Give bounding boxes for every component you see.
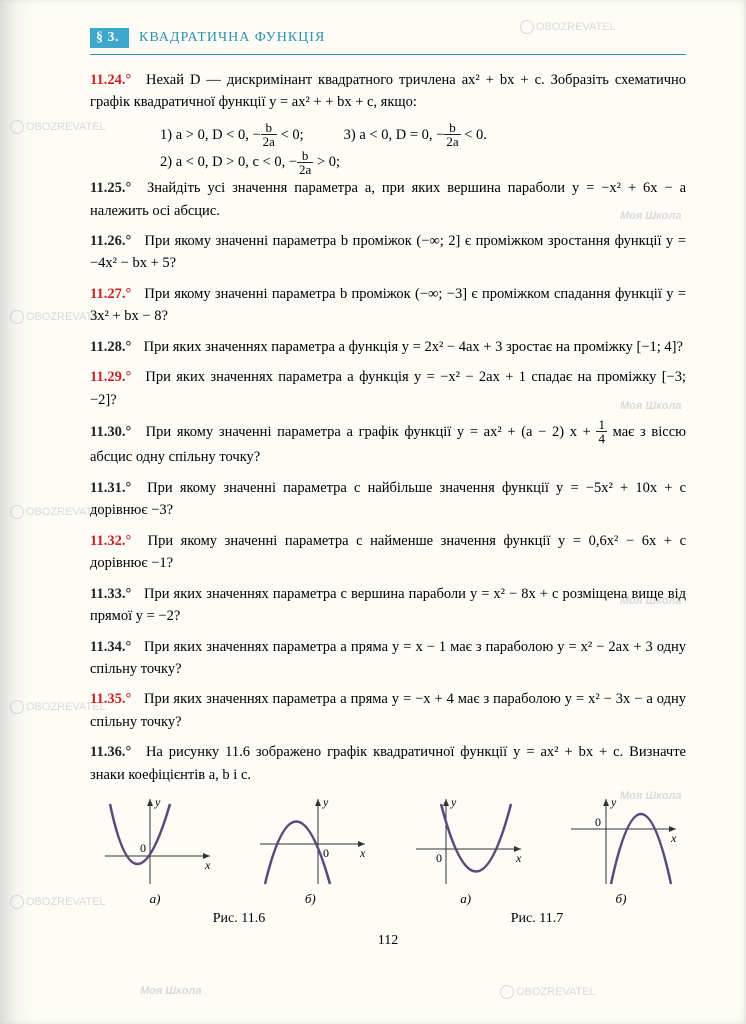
problem-11-33: 11.33.° При яких значеннях параметра c в… [90, 583, 686, 628]
svg-text:x: x [204, 858, 211, 872]
problem-number: 11.30.° [90, 421, 140, 443]
problem-text: При яких значеннях параметра a пряма y =… [90, 639, 686, 677]
problem-11-25: 11.25.° Знайдіть усі значення параметра … [90, 177, 686, 222]
svg-text:y: y [154, 795, 161, 809]
svg-text:0: 0 [140, 841, 146, 855]
figure-11-7-a: y x 0 а) [401, 794, 531, 907]
problem-number: 11.31.° [90, 477, 140, 499]
problem-text: При яких значеннях параметра a функція y… [144, 339, 683, 355]
svg-text:x: x [670, 831, 677, 845]
figures-row: y x 0 а) y x 0 б) [90, 794, 686, 907]
parabola-icon: y x 0 [406, 794, 526, 889]
problem-11-35: 11.35.° При яких значеннях параметра a п… [90, 688, 686, 733]
section-header: § 3. КВАДРАТИЧНА ФУНКЦІЯ [90, 28, 686, 48]
caption-left: Рис. 11.6 [90, 911, 388, 927]
figure-label: б) [556, 891, 686, 907]
figure-label: а) [401, 891, 531, 907]
problem-11-34: 11.34.° При яких значеннях параметра a п… [90, 636, 686, 681]
problem-11-31: 11.31.° При якому значенні параметра c н… [90, 477, 686, 522]
problem-text: При яких значеннях параметра a функція y… [90, 369, 686, 407]
problem-text: При якому значенні параметра b проміжок … [90, 233, 686, 271]
problem-text-a: При якому значенні параметра a графік фу… [146, 424, 597, 440]
problem-number: 11.35.° [90, 688, 140, 710]
problem-subline: 1) a > 0, D < 0, −b2a < 0; 3) a < 0, D =… [90, 122, 686, 150]
problem-subline: 2) a < 0, D > 0, c < 0, −b2a > 0; [90, 149, 686, 177]
problem-11-29: 11.29.° При яких значеннях параметра a ф… [90, 366, 686, 411]
section-number: § 3. [90, 28, 129, 48]
problem-number: 11.29.° [90, 366, 140, 388]
svg-text:y: y [610, 795, 617, 809]
figure-label: а) [90, 891, 220, 907]
problem-number: 11.26.° [90, 230, 140, 252]
page-number: 112 [90, 933, 686, 949]
watermark: OBOZREVATEL [500, 985, 596, 999]
problem-11-28: 11.28.° При яких значеннях параметра a ф… [90, 336, 686, 358]
svg-text:y: y [450, 795, 457, 809]
figure-captions: Рис. 11.6 Рис. 11.7 [90, 911, 686, 927]
problem-text: При якому значенні параметра c найбільше… [90, 480, 686, 518]
problem-11-32: 11.32.° При якому значенні параметра c н… [90, 530, 686, 575]
svg-text:0: 0 [323, 846, 329, 860]
problem-11-36: 11.36.° На рисунку 11.6 зображено графік… [90, 741, 686, 786]
problem-11-27: 11.27.° При якому значенні параметра b п… [90, 283, 686, 328]
problem-number: 11.27.° [90, 283, 140, 305]
problem-text: Знайдіть усі значення параметра a, при я… [90, 180, 686, 218]
problem-number: 11.36.° [90, 741, 140, 763]
parabola-icon: y x 0 [95, 794, 215, 889]
content-area: § 3. КВАДРАТИЧНА ФУНКЦІЯ 11.24.° Нехай D… [0, 0, 746, 969]
problem-number: 11.24.° [90, 69, 140, 91]
header-rule [90, 54, 686, 55]
problem-text: Нехай D — дискримінант квадратного тричл… [90, 72, 686, 110]
problem-number: 11.25.° [90, 177, 140, 199]
problem-number: 11.28.° [90, 336, 140, 358]
sub-option-3: 3) a < 0, D = 0, −b2a < 0. [344, 122, 487, 150]
figure-11-6-a: y x 0 а) [90, 794, 220, 907]
parabola-icon: y x 0 [561, 794, 681, 889]
svg-text:0: 0 [595, 815, 601, 829]
figure-11-7-b: y x 0 б) [556, 794, 686, 907]
problem-text: При яких значеннях параметра a пряма y =… [90, 691, 686, 729]
sub-option-1: 1) a > 0, D < 0, −b2a < 0; [160, 122, 304, 150]
problem-text: На рисунку 11.6 зображено графік квадрат… [90, 744, 686, 782]
sub-option-2: 2) a < 0, D > 0, c < 0, −b2a > 0; [160, 154, 340, 170]
figure-label: б) [245, 891, 375, 907]
caption-right: Рис. 11.7 [388, 911, 686, 927]
problem-number: 11.32.° [90, 530, 140, 552]
problem-text: При якому значенні параметра c найменше … [90, 533, 686, 571]
problem-number: 11.33.° [90, 583, 140, 605]
svg-text:x: x [359, 846, 366, 860]
parabola-icon: y x 0 [250, 794, 370, 889]
problem-11-26: 11.26.° При якому значенні параметра b п… [90, 230, 686, 275]
problem-11-24: 11.24.° Нехай D — дискримінант квадратно… [90, 69, 686, 114]
problem-text: При яких значеннях параметра c вершина п… [90, 586, 686, 624]
problem-11-30: 11.30.° При якому значенні параметра a г… [90, 419, 686, 468]
svg-text:y: y [322, 795, 329, 809]
svg-text:0: 0 [436, 851, 442, 865]
section-title: КВАДРАТИЧНА ФУНКЦІЯ [139, 30, 325, 46]
page: OBOZREVATEL OBOZREVATEL Моя Школа OBOZRE… [0, 0, 746, 1024]
problem-number: 11.34.° [90, 636, 140, 658]
svg-text:x: x [515, 851, 522, 865]
problem-text: При якому значенні параметра b проміжок … [90, 286, 686, 324]
figure-11-6-b: y x 0 б) [245, 794, 375, 907]
watermark-alt: Моя Школа [140, 985, 201, 997]
